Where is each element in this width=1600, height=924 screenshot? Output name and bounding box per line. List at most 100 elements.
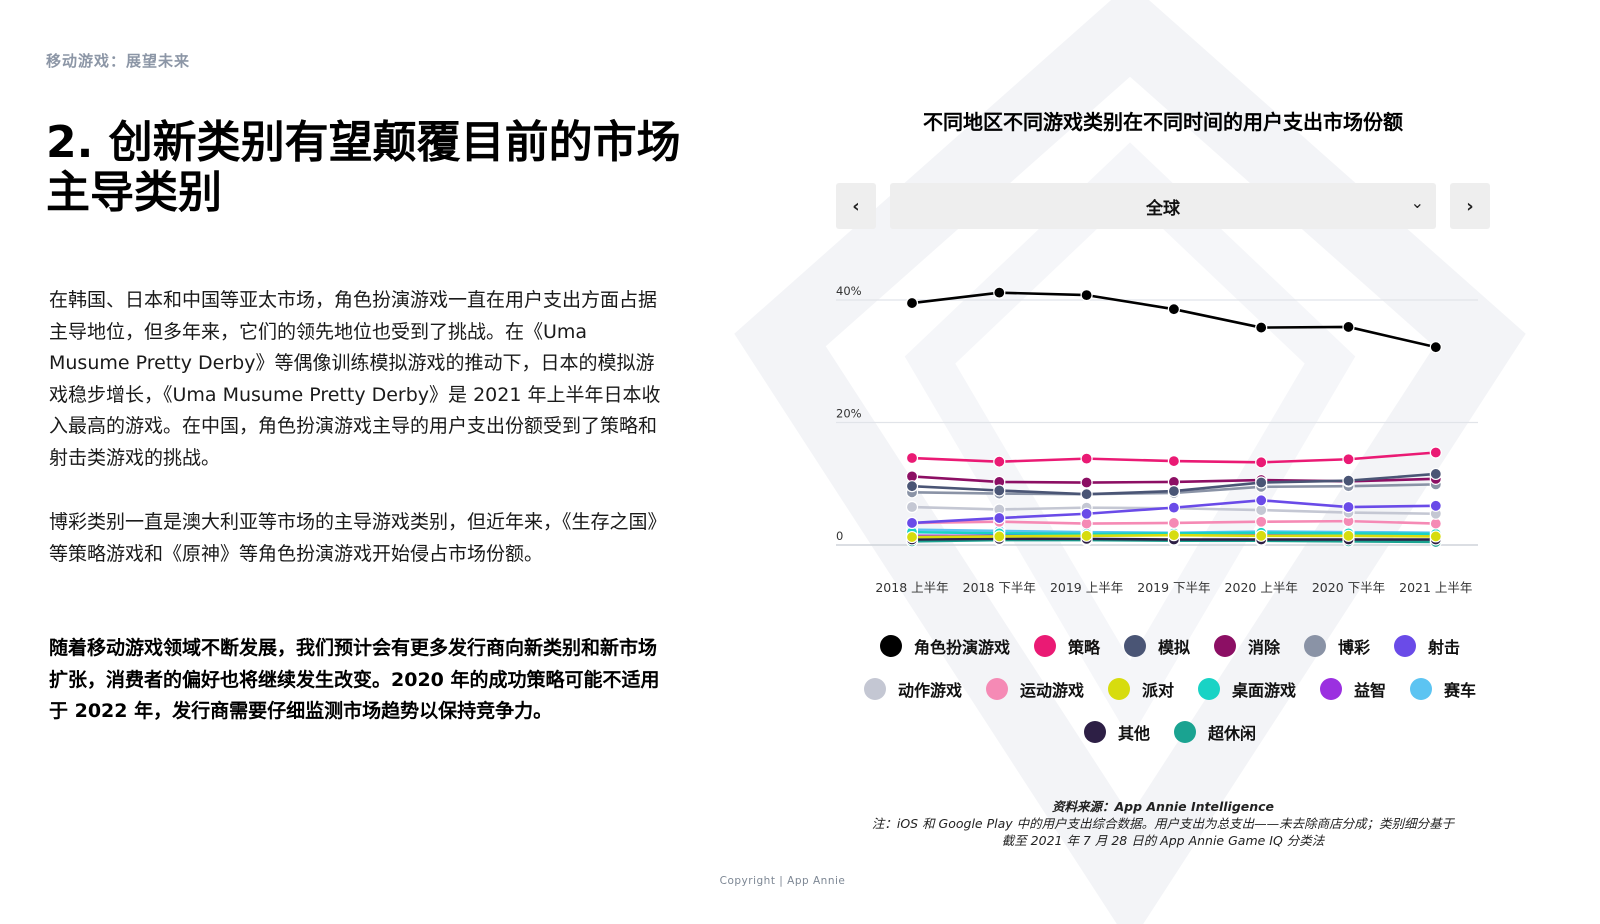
data-point <box>1080 488 1093 501</box>
legend-label: 消除 <box>1248 637 1281 657</box>
data-point <box>1080 529 1093 542</box>
note-line-2: 截至 2021 年 7 月 28 日的 App Annie Game IQ 分类… <box>1001 833 1325 848</box>
legend-swatch <box>1107 677 1130 700</box>
legend-label: 其他 <box>1117 723 1150 743</box>
x-tick-label: 2018 上半年 <box>875 580 948 595</box>
data-point <box>993 530 1006 543</box>
x-tick-label: 2020 上半年 <box>1225 580 1298 595</box>
note-line: 注：iOS 和 Google Play 中的用户支出综合数据。用户支出为总支出—… <box>871 816 1455 831</box>
data-point <box>1429 530 1442 543</box>
data-point <box>1080 289 1093 302</box>
data-point <box>993 455 1006 468</box>
legend-item[interactable]: 益智 <box>1320 677 1386 701</box>
data-point <box>1080 476 1093 489</box>
data-point <box>905 296 919 310</box>
data-point <box>1080 507 1093 520</box>
y-tick-label: 20% <box>836 407 862 421</box>
x-tick-label: 2021 上半年 <box>1399 580 1472 595</box>
data-point <box>1255 456 1268 469</box>
chart-title: 不同地区不同游戏类别在不同时间的用户支出市场份额 <box>923 110 1403 134</box>
legend-item[interactable]: 策略 <box>1033 634 1100 658</box>
legend-item[interactable]: 角色扮演游戏 <box>879 634 1010 658</box>
source-note: 资料来源：App Annie Intelligence 注：iOS 和 Goog… <box>836 798 1490 849</box>
region-dropdown-value: 全球 <box>1146 198 1180 219</box>
data-point <box>1167 501 1180 514</box>
legend-item[interactable]: 模拟 <box>1123 634 1190 658</box>
data-point <box>1429 446 1442 459</box>
data-point <box>1255 321 1268 334</box>
data-point <box>1080 452 1093 465</box>
legend-swatch <box>1320 677 1343 700</box>
legend-item[interactable]: 博彩 <box>1304 634 1370 658</box>
data-point <box>1342 320 1355 334</box>
chevron-left-icon: ‹ <box>852 195 860 217</box>
legend-label: 模拟 <box>1157 637 1190 657</box>
legend-swatch <box>1083 720 1106 743</box>
legend-item[interactable]: 赛车 <box>1410 677 1476 701</box>
legend-item[interactable]: 超休闲 <box>1174 720 1256 744</box>
body-paragraph-conclusion: 随着移动游戏领域不断发展，我们预计会有更多发行商向新类别和新市场扩张，消费者的偏… <box>49 637 660 722</box>
next-region-button[interactable]: › <box>1450 183 1490 229</box>
data-point <box>993 286 1006 299</box>
region-dropdown[interactable]: 全球 ⌄ <box>890 183 1436 229</box>
legend-label: 超休闲 <box>1208 723 1257 743</box>
legend-swatch <box>863 677 886 700</box>
body-paragraph-2: 博彩类别一直是澳大利亚等市场的主导游戏类别，但近年来，《生存之国》等策略游戏和《… <box>49 511 658 565</box>
data-point <box>905 530 919 544</box>
legend-label: 桌面游戏 <box>1232 680 1297 700</box>
data-point <box>905 516 919 530</box>
section-label: 移动游戏：展望未来 <box>46 52 191 70</box>
x-tick-label: 2019 下半年 <box>1137 580 1210 595</box>
series-line <box>911 291 1437 349</box>
legend-label: 角色扮演游戏 <box>913 637 1010 657</box>
data-point <box>1167 485 1180 498</box>
body-paragraph-1: 在韩国、日本和中国等亚太市场，角色扮演游戏一直在用户支出方面占据主导地位，但多年… <box>49 289 661 469</box>
legend-swatch <box>1394 634 1417 657</box>
legend-item[interactable]: 动作游戏 <box>863 677 962 701</box>
chevron-down-icon: ⌄ <box>1410 193 1424 212</box>
legend-item[interactable]: 射击 <box>1394 634 1460 658</box>
data-point <box>905 500 919 514</box>
legend-row: 动作游戏 运动游戏 派对 桌面游戏 益智 赛车 <box>840 667 1500 710</box>
y-tick-label: 40% <box>836 284 862 298</box>
legend-swatch <box>1174 720 1196 743</box>
data-point <box>993 511 1006 525</box>
data-point <box>1255 476 1268 489</box>
x-tick-label: 2018 下半年 <box>963 580 1036 595</box>
y-tick-label: 0 <box>836 529 843 543</box>
legend-row: 其他 超休闲 <box>840 710 1500 753</box>
data-point <box>1429 467 1442 481</box>
legend-swatch <box>879 634 902 657</box>
previous-region-button[interactable]: ‹ <box>836 183 876 229</box>
data-point <box>905 480 919 493</box>
legend-label: 运动游戏 <box>1019 680 1084 700</box>
copyright: Copyright | App Annie <box>719 875 846 887</box>
legend-item[interactable]: 消除 <box>1214 634 1280 658</box>
data-point <box>1342 474 1355 487</box>
legend-label: 策略 <box>1067 637 1100 657</box>
legend-item[interactable]: 运动游戏 <box>985 677 1084 701</box>
legend-label: 射击 <box>1428 637 1461 657</box>
legend-label: 派对 <box>1141 680 1174 700</box>
legend-label: 益智 <box>1354 680 1387 700</box>
legend-swatch <box>1198 677 1220 700</box>
data-point <box>1342 529 1355 542</box>
chart-legend: 角色扮演游戏 策略 模拟 消除 博彩 射击动作游戏 运动游戏 派对 桌面游戏 益智 赛车其他 超休闲 <box>840 624 1500 753</box>
line-chart: 0 20% 40% 2018 上半年 2018 下半年 2019 上半年 2019 下半年 2… <box>836 284 1478 595</box>
legend-swatch <box>1410 677 1433 700</box>
legend-swatch <box>1214 634 1236 657</box>
legend-item[interactable]: 桌面游戏 <box>1198 677 1296 701</box>
legend-item[interactable]: 其他 <box>1083 720 1150 744</box>
x-tick-label: 2020 下半年 <box>1312 580 1385 595</box>
data-point <box>1342 500 1355 514</box>
legend-label: 赛车 <box>1444 680 1477 700</box>
source-line: 资料来源：App Annie Intelligence <box>1051 799 1275 814</box>
data-point <box>1342 453 1355 466</box>
data-point <box>1167 529 1180 542</box>
legend-row: 角色扮演游戏 策略 模拟 消除 博彩 射击 <box>840 624 1500 667</box>
page-title: 2. 创新类别有望颠覆目前的市场主导类别 <box>46 117 681 218</box>
data-point <box>1255 515 1268 528</box>
data-point <box>1167 454 1180 468</box>
data-point <box>1167 516 1180 530</box>
legend-item[interactable]: 派对 <box>1107 677 1174 701</box>
